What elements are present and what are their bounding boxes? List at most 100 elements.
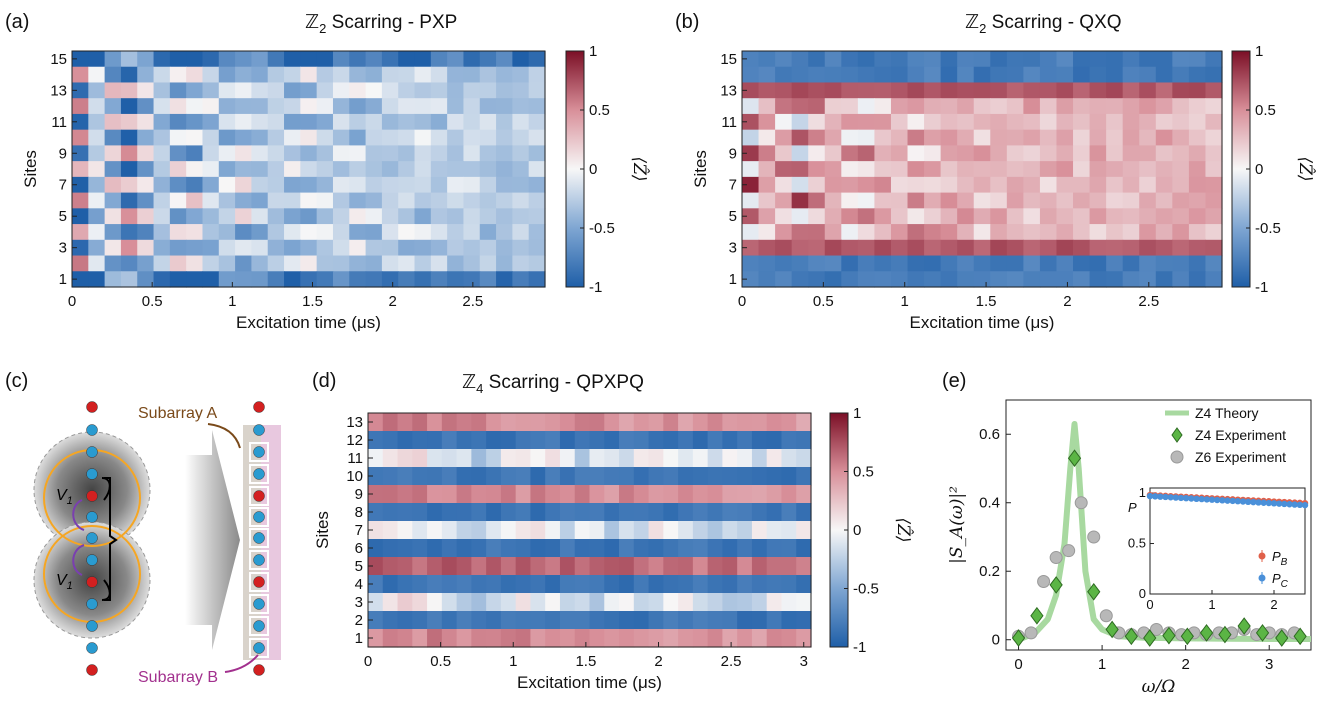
heatmap-cell <box>791 176 809 194</box>
heatmap-cell <box>722 539 738 558</box>
heatmap-cell <box>530 629 546 648</box>
heatmap-cell <box>1073 271 1091 288</box>
heatmap-cell <box>104 66 122 84</box>
heatmap-cell <box>1139 224 1157 241</box>
heatmap-cell <box>218 82 236 99</box>
ground-atom <box>86 598 98 610</box>
heatmap-cell <box>791 51 809 68</box>
heatmap-cell <box>742 98 760 115</box>
heatmap-cell <box>456 467 472 486</box>
heatmap-cell <box>907 224 925 241</box>
pc-point <box>1275 500 1283 507</box>
heatmap-cell <box>791 271 809 288</box>
heatmap-cell <box>381 161 399 178</box>
heatmap-cell <box>907 208 925 225</box>
pc-point <box>1301 501 1309 509</box>
y-tick-label: 15 <box>720 51 737 68</box>
heatmap-cell <box>515 431 532 450</box>
heatmap-cell <box>1006 161 1024 178</box>
heatmap-cell <box>824 113 842 131</box>
heatmap-cell <box>1205 113 1223 131</box>
heatmap-cell <box>775 129 793 146</box>
heatmap-cell <box>957 224 975 241</box>
heatmap-cell <box>479 113 497 131</box>
heatmap-cell <box>397 449 413 468</box>
heatmap-cell <box>663 629 679 648</box>
heatmap-cell <box>841 66 859 84</box>
heatmap-cell <box>479 82 497 99</box>
heatmap-cell <box>1172 192 1190 209</box>
heatmap-cell <box>766 431 783 450</box>
heatmap-cell <box>692 593 709 612</box>
colorbar-tick-label: 0 <box>589 161 597 178</box>
heatmap-cell <box>907 255 925 272</box>
heatmap-cell <box>251 192 269 209</box>
heatmap-cell <box>589 539 605 558</box>
heatmap-cell <box>1122 224 1140 241</box>
heatmap-cell <box>545 629 561 648</box>
heatmap-cell <box>120 82 138 99</box>
heatmap-cell <box>808 98 826 115</box>
z6-point <box>1049 551 1063 565</box>
heatmap-cell <box>559 575 576 594</box>
heatmap-cell <box>775 145 793 162</box>
heatmap-cell <box>1073 98 1091 115</box>
heatmap-cell <box>1023 129 1041 146</box>
heatmap-cell <box>751 431 768 450</box>
heatmap-cell <box>973 208 991 225</box>
heatmap-cell <box>751 575 768 594</box>
heatmap-cell <box>1188 271 1207 288</box>
heatmap-cell <box>88 271 106 288</box>
heatmap-cell <box>368 449 384 468</box>
heatmap-cell <box>781 485 797 504</box>
heatmap-cell <box>316 224 334 241</box>
heatmap-cell <box>1106 82 1124 99</box>
heatmap-cell <box>1073 176 1091 194</box>
ground-atom <box>253 511 265 523</box>
heatmap-cell <box>973 113 991 131</box>
heatmap-cell <box>973 129 991 146</box>
heatmap-cell <box>841 145 859 162</box>
heatmap-cell <box>267 145 285 162</box>
heatmap-cell <box>545 593 561 612</box>
heatmap-cell <box>202 239 220 257</box>
heatmap-cell <box>742 51 760 68</box>
heatmap-cell <box>678 485 694 504</box>
heatmap-cell <box>742 145 760 162</box>
heatmap-cell <box>824 224 842 241</box>
heatmap-cell <box>381 271 399 288</box>
heatmap-cell <box>300 271 318 288</box>
colorbar-label: ⟨Ẑ⟩ <box>893 517 914 542</box>
heatmap-cell <box>633 557 650 576</box>
heatmap-cell <box>412 503 428 522</box>
heatmap-cell <box>841 176 859 194</box>
heatmap-cell <box>775 271 793 288</box>
x-tick-label: 1 <box>1098 656 1106 673</box>
heatmap-cell <box>559 593 576 612</box>
heatmap-cell <box>940 271 958 288</box>
heatmap-cell <box>874 271 892 288</box>
title-sym: ℤ <box>462 372 476 393</box>
heatmap-cell <box>512 239 530 257</box>
heatmap-cell <box>515 539 532 558</box>
heatmap-cell <box>742 66 760 84</box>
heatmap-cell <box>678 521 694 540</box>
heatmap-cell <box>267 82 285 99</box>
heatmap-cell <box>368 485 384 504</box>
heatmap-cell <box>202 113 220 131</box>
heatmap-cell <box>781 593 797 612</box>
heatmap-cell <box>722 485 738 504</box>
heatmap-cell <box>907 176 925 194</box>
heatmap-cell <box>530 449 546 468</box>
heatmap-cell <box>924 145 942 162</box>
heatmap-cell <box>267 51 285 68</box>
heatmap-cell <box>120 255 138 272</box>
y-tick-label: 2 <box>355 612 363 629</box>
heatmap-cell <box>766 593 783 612</box>
ground-atom <box>86 620 98 632</box>
heatmap-cell <box>648 449 664 468</box>
heatmap-cell <box>781 629 797 648</box>
heatmap-cell <box>1056 82 1074 99</box>
heatmap-cell <box>300 239 318 257</box>
heatmap-cell <box>1205 161 1223 178</box>
